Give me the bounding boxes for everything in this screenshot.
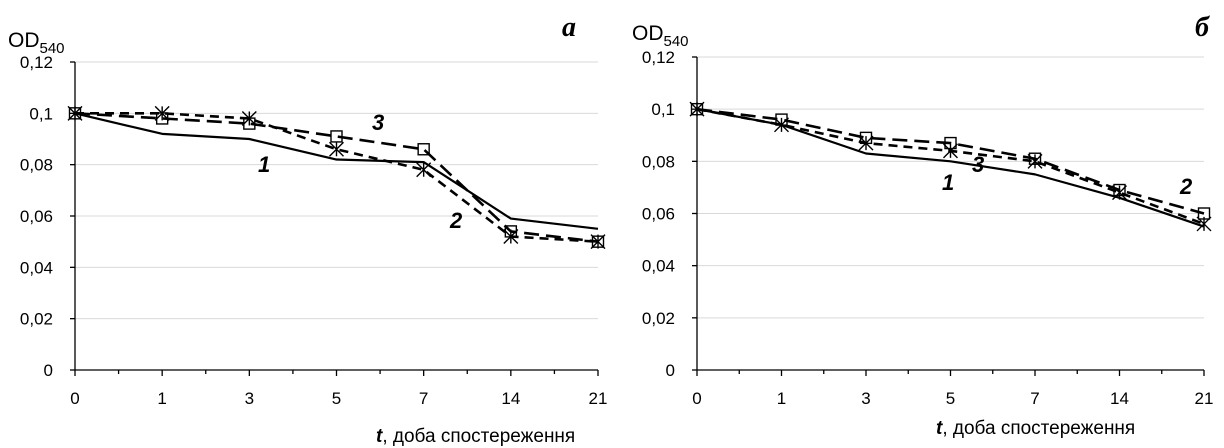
panel-a-series-2-label: 2 xyxy=(449,208,463,233)
panel-b-ytick-label: 0,02 xyxy=(642,309,675,328)
panel-b-series-3-point xyxy=(775,113,788,126)
panel-b-series-2-label: 2 xyxy=(1179,174,1193,199)
panel-a-series-1-line xyxy=(74,112,599,230)
panel-a-series-1-label: 1 xyxy=(258,152,270,177)
panel-b-series-2-line xyxy=(696,107,1205,226)
panel-a-ylabel: OD540 xyxy=(8,29,65,57)
panel-b-xtick-label: 7 xyxy=(1030,389,1039,408)
panel-b-xlabel: t, доба спостереження xyxy=(936,418,1135,439)
panel-b-xtick-label: 5 xyxy=(946,389,955,408)
panel-a-ytick-label: 0,12 xyxy=(20,53,53,72)
panel-a-ytick-label: 0,06 xyxy=(20,207,53,226)
panel-b-xtick-label: 3 xyxy=(861,389,870,408)
panel-a-series-2-point xyxy=(590,234,606,250)
panel-b-xtick-label: 21 xyxy=(1195,389,1214,408)
panel-a-xtick-label: 0 xyxy=(70,389,79,408)
panel-b-series-1-label: 1 xyxy=(942,170,954,195)
panel-a-ytick-label: 0,04 xyxy=(20,258,53,277)
panel-a-series-3-point xyxy=(243,117,256,130)
panel-b-ylabel: OD540 xyxy=(632,22,689,50)
panel-b-series-3-point xyxy=(690,102,704,116)
panel-b-letter: б xyxy=(1195,12,1210,43)
panel-a-series-3-point xyxy=(504,225,518,238)
panel-b-ytick-label: 0,06 xyxy=(642,205,675,224)
panel-a-series-3-line xyxy=(74,112,599,243)
panel-b: OD540 б t, доба спостереження 0 0,02 0,04 0… xyxy=(632,12,1213,439)
panel-a-xtick-label: 7 xyxy=(419,389,428,408)
panel-b-ytick-label: 0 xyxy=(666,361,675,380)
panel-b-series-3-point xyxy=(1028,152,1042,165)
panel-a: OD540 а t, доба спостереження 0 0,02 0,04 0… xyxy=(8,12,607,447)
panel-a-ytick-label: 0,1 xyxy=(29,104,53,123)
panel-b-series-3-point xyxy=(859,131,873,145)
panel-a-series-3-point xyxy=(330,130,343,143)
panel-a-xtick-label: 1 xyxy=(157,389,166,408)
panel-b-ytick-label: 0,08 xyxy=(642,152,675,171)
panel-a-ytick-label: 0,02 xyxy=(20,310,53,329)
panel-a-ytick-label: 0,08 xyxy=(20,156,53,175)
panel-a-xtick-label: 3 xyxy=(245,389,254,408)
panel-b-series-3-point xyxy=(944,136,957,150)
panel-a-xtick-label: 5 xyxy=(332,389,341,408)
panel-b-ytick-label: 0,12 xyxy=(642,48,675,67)
panel-a-series-2-point xyxy=(329,141,344,157)
panel-a-series-2-point xyxy=(416,162,432,178)
panel-a-xlabel: t, доба спостереження xyxy=(376,426,575,447)
panel-b-xtick-label: 14 xyxy=(1110,389,1129,408)
panel-b-series-3-point xyxy=(1113,183,1126,197)
panel-b-series-3-label: 3 xyxy=(972,152,984,177)
panel-a-series-3-point xyxy=(417,143,430,156)
panel-a-letter: а xyxy=(562,12,576,43)
panel-a-series-2-point xyxy=(67,105,83,121)
panel-a-series-3-point xyxy=(68,107,82,120)
panel-b-plot-area: 00,020,040,060,080,10,120 1 3 5 7 14 211 23 xyxy=(642,48,1214,408)
panel-a-series-3-point xyxy=(155,112,169,125)
panel-b-series-2-point xyxy=(943,143,958,159)
panel-a-series-3-point xyxy=(591,235,605,248)
panel-b-xtick-label: 1 xyxy=(777,389,786,408)
panel-b-ytick-label: 0,04 xyxy=(642,257,675,276)
panel-b-series-3-line xyxy=(696,107,1205,215)
panel-b-series-1-line xyxy=(696,108,1205,228)
panel-b-xtick-label: 0 xyxy=(692,389,701,408)
panel-a-ytick-label: 0 xyxy=(44,361,53,380)
panel-a-xtick-label: 21 xyxy=(589,389,608,408)
panel-a-xtick-label: 14 xyxy=(501,389,520,408)
panel-b-series-3-point xyxy=(1197,207,1211,220)
panel-b-ytick-label: 0,1 xyxy=(651,100,675,119)
panel-a-series-3-label: 3 xyxy=(372,110,384,135)
